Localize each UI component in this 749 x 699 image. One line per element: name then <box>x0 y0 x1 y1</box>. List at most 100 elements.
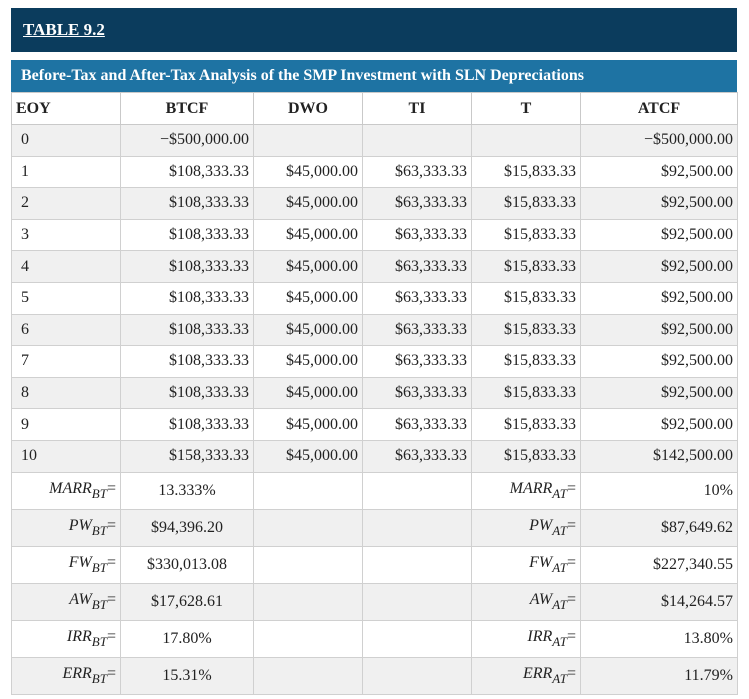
bt-measure-value: $17,628.61 <box>120 582 254 621</box>
equals-sign: = <box>106 516 116 534</box>
cell-eoy: 10 <box>11 439 121 473</box>
at-measure-value: 13.80% <box>580 619 738 658</box>
cell-btcf: $108,333.33 <box>120 250 254 283</box>
cell-t: $15,833.33 <box>471 439 581 473</box>
summary-body: MARRBT= 13.333% MARRAT= 10% PWBT= $94,396.20 P… <box>11 471 738 695</box>
summary-row: PWBT= $94,396.20 PWAT= $87,649.62 <box>11 508 738 547</box>
at-measure-label-text: MARR <box>509 479 553 497</box>
bt-measure-label: PWBT= <box>11 508 121 547</box>
cell-dwo: $45,000.00 <box>253 408 363 441</box>
equals-sign: = <box>106 627 116 645</box>
table-row: 0 −$500,000.00 −$500,000.00 <box>11 124 738 157</box>
column-header: ATCF <box>580 92 738 125</box>
summary-row: AWBT= $17,628.61 AWAT= $14,264.57 <box>11 582 738 621</box>
column-header: EOY <box>11 92 121 125</box>
table-row: 5 $108,333.33 $45,000.00 $63,333.33 $15,833.… <box>11 281 738 315</box>
cell-dwo: $45,000.00 <box>253 281 363 315</box>
at-measure-value: $87,649.62 <box>580 508 738 547</box>
table-row: 4 $108,333.33 $45,000.00 $63,333.33 $15,833.… <box>11 250 738 283</box>
cell-ti: $63,333.33 <box>362 281 472 315</box>
at-measure-label-text: FW <box>529 553 553 571</box>
cell-t: $15,833.33 <box>471 281 581 315</box>
cell-ti: $63,333.33 <box>362 408 472 441</box>
empty-cell <box>253 656 363 695</box>
empty-cell <box>253 508 363 547</box>
bt-measure-label-subscript: BT <box>91 522 107 538</box>
bt-measure-label-subscript: BT <box>91 596 107 612</box>
equals-sign: = <box>566 516 576 534</box>
equals-sign: = <box>106 590 116 608</box>
at-measure-label-text: IRR <box>527 627 553 645</box>
bt-measure-label-text: MARR <box>49 479 92 497</box>
column-header: TI <box>362 92 472 125</box>
cell-atcf: $92,500.00 <box>580 155 738 189</box>
table-row: 6 $108,333.33 $45,000.00 $63,333.33 $15,833.… <box>11 313 738 347</box>
cell-btcf: $158,333.33 <box>120 439 254 473</box>
column-header: BTCF <box>120 92 254 125</box>
cell-t: $15,833.33 <box>471 155 581 189</box>
cell-eoy: 7 <box>11 345 121 378</box>
at-measure-label: MARRAT= <box>471 471 581 510</box>
cell-atcf: $92,500.00 <box>580 250 738 283</box>
at-measure-label-text: AW <box>529 590 553 608</box>
cell-atcf: $92,500.00 <box>580 376 738 410</box>
cell-btcf: $108,333.33 <box>120 376 254 410</box>
bt-measure-label-text: FW <box>68 553 92 571</box>
cell-t: $15,833.33 <box>471 218 581 252</box>
summary-row: ERRBT= 15.31% ERRAT= 11.79% <box>11 656 738 695</box>
cell-btcf: $108,333.33 <box>120 345 254 378</box>
bt-measure-label-subscript: BT <box>91 633 107 649</box>
cell-atcf: $92,500.00 <box>580 313 738 347</box>
table-label: TABLE 9.2 <box>23 20 105 39</box>
cell-ti: $63,333.33 <box>362 187 472 220</box>
empty-cell <box>253 471 363 510</box>
bt-measure-label: AWBT= <box>11 582 121 621</box>
at-measure-label-subscript: AT <box>552 596 567 612</box>
cell-dwo: $45,000.00 <box>253 313 363 347</box>
bt-measure-label-text: ERR <box>62 664 92 682</box>
empty-cell <box>362 508 472 547</box>
table-row: 1 $108,333.33 $45,000.00 $63,333.33 $15,833.… <box>11 155 738 189</box>
at-measure-label-subscript: AT <box>552 633 567 649</box>
cell-ti: $63,333.33 <box>362 313 472 347</box>
cell-ti: $63,333.33 <box>362 376 472 410</box>
equals-sign: = <box>566 553 576 571</box>
at-measure-label-subscript: AT <box>552 670 567 686</box>
cell-eoy: 0 <box>11 124 121 157</box>
table-row: 7 $108,333.33 $45,000.00 $63,333.33 $15,833.… <box>11 345 738 378</box>
table-row: 10 $158,333.33 $45,000.00 $63,333.33 $15,833… <box>11 439 738 473</box>
bt-measure-label-subscript: BT <box>91 485 107 501</box>
table-caption-bar: Before-Tax and After-Tax Analysis of the… <box>11 60 737 92</box>
cell-btcf: −$500,000.00 <box>120 124 254 157</box>
equals-sign: = <box>106 664 116 682</box>
bt-measure-value: $94,396.20 <box>120 508 254 547</box>
empty-cell <box>362 619 472 658</box>
at-measure-label-subscript: AT <box>552 559 567 575</box>
cell-eoy: 5 <box>11 281 121 315</box>
empty-cell <box>253 545 363 584</box>
cell-dwo: $45,000.00 <box>253 345 363 378</box>
cell-dwo: $45,000.00 <box>253 376 363 410</box>
cell-dwo: $45,000.00 <box>253 439 363 473</box>
summary-row: MARRBT= 13.333% MARRAT= 10% <box>11 471 738 510</box>
bt-measure-label: ERRBT= <box>11 656 121 695</box>
bt-measure-label-subscript: BT <box>91 670 107 686</box>
cell-eoy: 2 <box>11 187 121 220</box>
header-row: EOY BTCF DWO TI T ATCF <box>11 92 738 125</box>
cell-ti: $63,333.33 <box>362 218 472 252</box>
cell-atcf: $92,500.00 <box>580 345 738 378</box>
cell-ti: $63,333.33 <box>362 439 472 473</box>
bt-measure-label-text: PW <box>68 516 92 534</box>
empty-cell <box>362 582 472 621</box>
cell-btcf: $108,333.33 <box>120 281 254 315</box>
at-measure-label-subscript: AT <box>552 485 567 501</box>
at-measure-value: 10% <box>580 471 738 510</box>
empty-cell <box>253 619 363 658</box>
at-measure-label-text: PW <box>529 516 553 534</box>
cell-ti: $63,333.33 <box>362 155 472 189</box>
at-measure-label: AWAT= <box>471 582 581 621</box>
cell-eoy: 8 <box>11 376 121 410</box>
bt-measure-label: MARRBT= <box>11 471 121 510</box>
cell-atcf: $92,500.00 <box>580 218 738 252</box>
cell-eoy: 1 <box>11 155 121 189</box>
